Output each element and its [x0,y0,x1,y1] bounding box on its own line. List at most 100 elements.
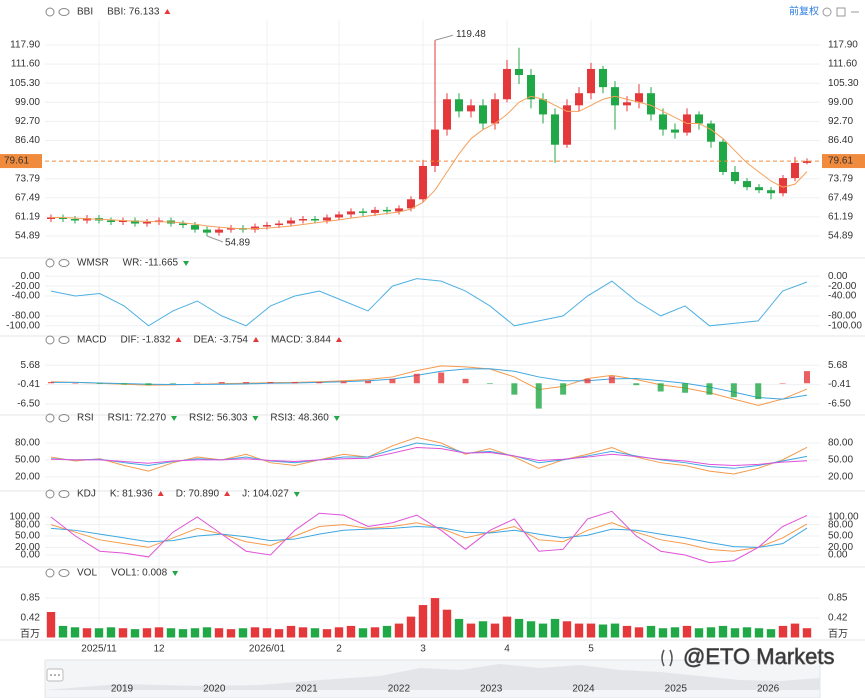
trend-up [252,337,259,342]
candle-body [755,187,763,191]
panel-macd: 5.68 5.68 -0.41 -0.41 -6.50 -6.50 MACD DIF: -1.… [17,335,851,410]
watermark: @ETO Markets [683,644,835,669]
volume-bar [766,629,776,638]
panel-title: WMSR [77,258,109,269]
visibility-icon[interactable] [58,336,70,344]
watermark-logo [661,649,673,667]
volume-bar [718,625,728,638]
candle-body [131,220,139,224]
navigator-label: 2023 [480,684,503,695]
volume-bar [622,625,632,638]
candle-body [287,220,295,224]
candle-body [467,105,475,112]
series-line [51,368,808,400]
reset-icon[interactable] [822,7,832,17]
volume-bar [214,628,224,638]
y-tick-label: 92.70 [15,116,40,127]
x-tick-label: 5 [588,644,594,655]
candle-body [251,226,259,230]
candle-body [323,217,331,221]
trend-up [157,491,164,496]
panel-wmsr: 0.00 0.00-20.00 -20.00-40.00 -40.00-80.00 -8… [6,258,862,332]
trend-down [333,416,340,421]
candle-body [263,225,271,227]
candle-body [491,99,499,124]
volume-bar [598,624,608,638]
candle-body [431,129,439,166]
legend-entry: K: 81.936 [110,489,153,500]
visibility-icon[interactable] [58,8,70,16]
volume-bar [274,629,284,638]
volume-bar [250,627,260,638]
settings-icon[interactable] [45,335,55,345]
y-tick-label-right: -0.41 [828,379,851,390]
x-tick-label: 2026/01 [249,644,286,655]
y-tick-label: 20.00 [15,542,40,553]
legend-entry: RSI3: 48.360 [270,413,329,424]
volume-bar [130,629,140,638]
volume-bar [778,625,788,638]
y-tick-label-right: -100.00 [828,320,862,331]
adjust-button[interactable]: 前复权 [789,5,819,18]
legend-entry: RSI2: 56.303 [189,413,248,424]
volume-bar [562,621,572,638]
histogram-bar [486,383,493,384]
settings-icon[interactable] [45,7,55,17]
candle-body [743,181,751,188]
histogram-bar [804,371,810,384]
legend-entry: DIF: -1.832 [120,335,170,346]
panel-separators [0,257,865,641]
series-line [50,278,808,327]
visibility-icon[interactable] [58,414,70,422]
settings-icon[interactable] [45,489,55,499]
trend-up [336,337,342,342]
volume-bar [190,628,200,638]
navigator-label: 2020 [203,684,226,695]
candle-body [707,123,715,142]
candle-body [299,218,307,221]
visibility-icon[interactable] [58,569,70,577]
y-tick-label-right: 0.00 [828,550,848,561]
volume-bar [730,628,740,638]
volume-bar [370,627,380,638]
candle-body [563,105,571,145]
volume-bar [202,627,212,638]
y-tick-label: 117.90 [10,40,40,51]
toolbar: 前复权 [789,5,859,18]
volume-bar [142,628,152,638]
volume-bar [586,623,596,638]
candle-body [119,220,127,223]
visibility-icon[interactable] [58,490,70,498]
histogram-bar [365,380,372,384]
candle-body [407,199,415,209]
visibility-icon[interactable] [58,259,70,267]
histogram-bar [389,378,396,384]
candle-body [359,211,367,213]
candle-body [659,114,667,130]
settings-icon[interactable] [45,258,55,268]
candle-body [311,218,319,221]
histogram-bar [413,373,420,384]
navigator-label: 2026 [757,684,780,695]
candle-body [143,222,151,224]
trend-down [252,416,259,421]
settings-icon[interactable] [45,568,55,578]
panel-rsi: 80.00 80.00 50.00 50.00 20.00 20.00 RSI RSI1: 7… [15,413,853,483]
candle-body [623,102,631,106]
legend-entry: VOL1: 0.008 [111,568,168,579]
settings-icon[interactable] [45,413,55,423]
y-tick-label: -0.41 [17,379,40,390]
candle-body [107,220,115,223]
high-pointer [434,34,454,41]
candle-body [395,208,403,212]
handle-dot [50,674,52,676]
panel-title: RSI [77,413,94,424]
legend-entry: J: 104.027 [242,489,289,500]
y-tick-label-right: 117.90 [828,40,858,51]
candle-body [575,93,583,106]
unit-label: 百万 [20,628,40,640]
trend-down [171,416,178,421]
volume-bar [106,627,116,638]
y-tick-label-right: 80.00 [828,438,853,449]
expand-icon[interactable] [836,7,846,17]
